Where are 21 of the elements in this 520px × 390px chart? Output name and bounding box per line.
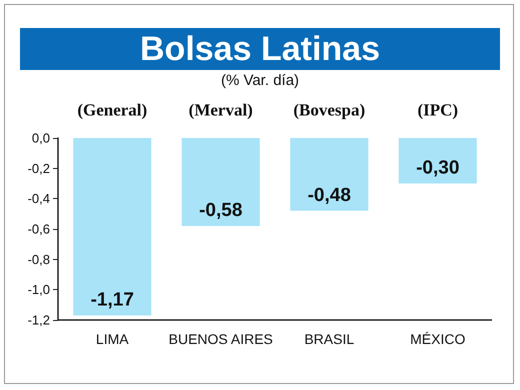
y-tick-label: -0,8 [28,252,50,267]
y-tick-label: 0,0 [32,130,50,146]
y-tick-label: -0,4 [28,191,50,206]
text: (IPC) [417,100,458,120]
chart-subtitle: (% Var. día) [220,72,300,89]
x-tick-label: LIMA [96,331,130,347]
text: (Merval) [188,100,253,120]
y-tick-label: -0,6 [28,222,50,236]
text: (General) [77,100,148,120]
y-tick-label: -0,2 [28,160,50,176]
text: (Bovespa) [293,100,366,120]
data-label: -1,17 [90,289,134,310]
y-tick-label: -1,0 [28,282,50,298]
data-label: -0,30 [416,158,460,178]
x-tick-label: BUENOS AIRES [168,331,273,347]
chart-title: Bolsas Latinas [20,28,500,70]
data-label: -0,58 [199,200,242,221]
x-tick-label: MÉXICO [410,331,466,347]
x-tick-label: BRASIL [304,331,354,347]
data-label: -0,48 [308,184,351,206]
y-tick-label: -1,2 [28,312,50,328]
